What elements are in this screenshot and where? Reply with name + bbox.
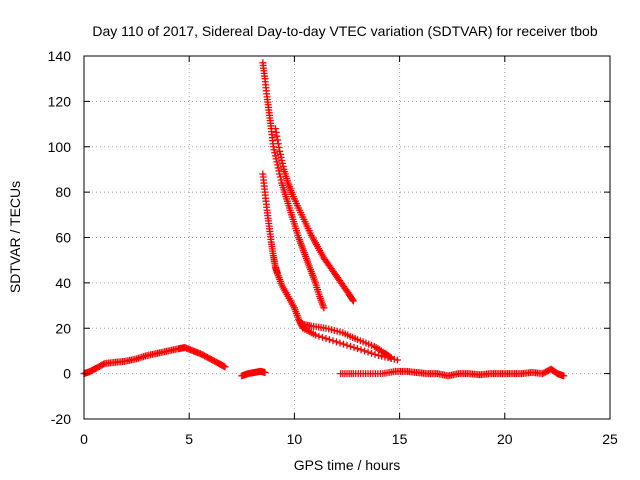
data-point	[354, 345, 362, 353]
data-point	[275, 144, 283, 152]
data-point	[278, 159, 286, 167]
y-tick-label: 120	[48, 93, 72, 109]
data-point	[361, 347, 369, 355]
x-tick-label: 15	[392, 431, 408, 447]
data-point	[269, 143, 277, 151]
data-point	[276, 173, 284, 181]
data-point	[343, 341, 351, 349]
data-point	[349, 297, 357, 305]
data-point	[270, 146, 278, 154]
data-point	[311, 331, 319, 339]
y-tick-label: 40	[55, 275, 71, 291]
data-point	[332, 338, 340, 346]
data-point	[349, 296, 357, 304]
data-point	[276, 147, 284, 155]
data-point	[276, 150, 284, 158]
y-tick-label: 100	[48, 139, 72, 155]
data-point	[272, 155, 280, 163]
data-point	[274, 161, 282, 169]
data-point	[357, 346, 365, 354]
data-point	[295, 317, 303, 325]
data-point	[339, 340, 347, 348]
data-point	[221, 363, 229, 371]
data-point	[315, 332, 323, 340]
data-point	[347, 342, 355, 350]
data-point	[278, 156, 286, 164]
data-point	[272, 128, 280, 136]
data-point	[274, 136, 282, 144]
x-tick-label: 20	[497, 431, 513, 447]
data-point	[275, 167, 283, 175]
x-tick-label: 5	[185, 431, 193, 447]
axis-ticks: 0 5 10 15 20 25 -20 0 20 40 60 80 100 120 140	[48, 48, 618, 447]
plot-frame	[83, 55, 611, 420]
y-tick-label: 80	[55, 184, 71, 200]
y-tick-label: 20	[55, 320, 71, 336]
data-point	[277, 176, 285, 184]
data-point	[274, 140, 282, 148]
y-tick-label: 140	[48, 48, 72, 64]
data-point	[322, 334, 330, 342]
data-point	[279, 162, 287, 170]
x-tick-label: 0	[80, 431, 88, 447]
data-point	[320, 304, 328, 312]
x-tick-label: 25	[602, 431, 618, 447]
data-point	[100, 360, 108, 368]
y-axis-label: SDTVAR / TECUs	[7, 181, 23, 293]
data-point	[271, 125, 279, 133]
data-point	[336, 339, 344, 347]
data-point	[274, 164, 282, 172]
x-axis-label: GPS time / hours	[294, 457, 401, 473]
data-point	[368, 349, 376, 357]
y-tick-label: 60	[55, 230, 71, 246]
data-point	[560, 372, 568, 380]
x-tick-label: 10	[287, 431, 303, 447]
data-point	[393, 356, 401, 364]
data-point	[271, 149, 279, 157]
data-point	[329, 337, 337, 345]
grid-lines	[84, 56, 610, 419]
data-point	[350, 344, 358, 352]
data-point	[371, 350, 379, 358]
data-point	[273, 132, 281, 140]
data-point	[364, 348, 372, 356]
data-point	[277, 153, 285, 161]
chart-title: Day 110 of 2017, Sidereal Day-to-day VTE…	[92, 23, 597, 39]
data-point	[271, 152, 279, 160]
data-point	[386, 353, 394, 361]
y-tick-label: -20	[51, 411, 71, 427]
data-point	[261, 368, 269, 376]
data-point	[318, 333, 326, 341]
data-point	[387, 354, 395, 362]
data-points	[80, 59, 568, 380]
data-point	[375, 351, 383, 359]
data-point	[390, 355, 398, 363]
data-point	[295, 315, 303, 323]
y-tick-label: 0	[63, 366, 71, 382]
data-point	[273, 158, 281, 166]
data-point	[325, 336, 333, 344]
